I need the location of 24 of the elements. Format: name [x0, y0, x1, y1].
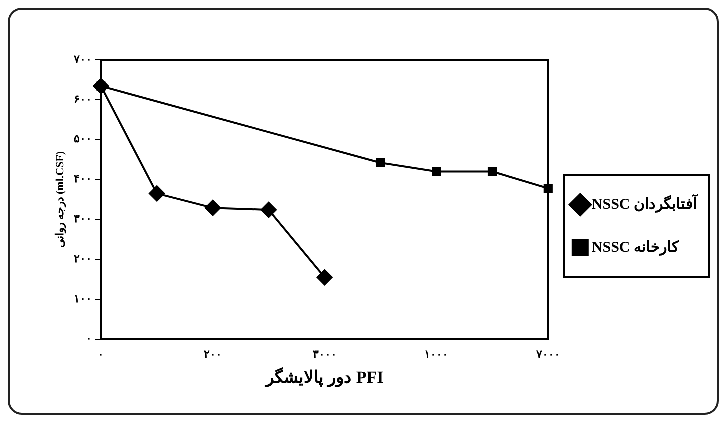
legend-label: NSSC آفتابگردان: [592, 194, 700, 213]
x-tick-label: ۳۰۰۰: [312, 348, 337, 361]
legend-label: NSSC کارخانه: [592, 240, 680, 256]
y-tick-label: ۰: [86, 333, 92, 346]
point: [432, 167, 442, 176]
y-tick-label: ۷۰۰: [73, 54, 92, 66]
y-tick-label: ۴۰۰: [74, 174, 92, 186]
x-tick-label: ۱۰۰۰: [424, 348, 449, 361]
y-tick-label: ۳۰۰: [74, 214, 92, 226]
point: [488, 167, 498, 176]
point: [316, 270, 333, 286]
point: [260, 202, 277, 218]
y-tick-label: ۲۰۰: [74, 253, 92, 266]
y-axis-title: درجه روانی (ml.CSF): [54, 151, 66, 248]
point: [205, 200, 221, 216]
x-tick-label: ۷۰۰۰: [535, 348, 560, 361]
point: [149, 186, 166, 202]
y-tick-label: ۵۰۰: [74, 134, 92, 146]
y-tick-label: ۱۰۰: [74, 293, 92, 306]
y-tick-label: ۶۰۰: [74, 94, 92, 106]
x-tick-label: ۰: [98, 348, 104, 361]
x-tick-label: ۲۰۰: [204, 348, 222, 361]
point: [376, 158, 386, 168]
x-axis-title: دور پالایشگر PFI: [264, 367, 384, 388]
